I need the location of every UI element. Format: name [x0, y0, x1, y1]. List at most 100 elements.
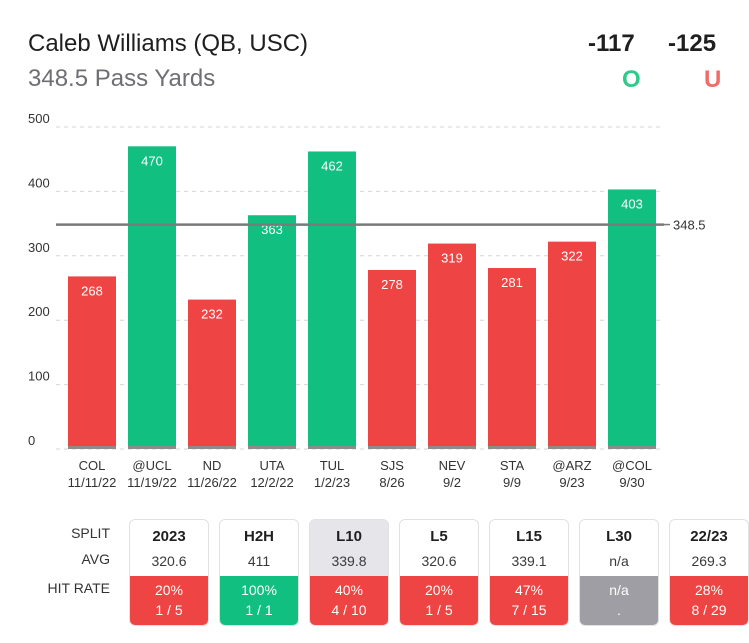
- hit-rate-fraction: 8 / 29: [691, 602, 727, 618]
- bar: [488, 268, 536, 449]
- split-card-label: L10: [336, 528, 362, 545]
- over-odds[interactable]: -117: [588, 30, 635, 57]
- bar-value-label: 363: [261, 222, 283, 237]
- bar: [128, 146, 176, 449]
- split-card-avg: n/a: [609, 553, 629, 569]
- y-tick-label: 400: [28, 175, 50, 190]
- x-tick-opponent: SJS: [380, 458, 404, 473]
- x-tick-date: 11/11/22: [68, 475, 117, 490]
- prop-line-label: 348.5: [673, 218, 706, 233]
- split-card[interactable]: L10 339.8 40% 4 / 10: [309, 519, 389, 626]
- split-card-avg: 339.1: [511, 553, 547, 569]
- y-tick-label: 0: [28, 433, 35, 448]
- player-title: Caleb Williams (QB, USC): [28, 30, 309, 57]
- split-card-hit-rate: n/a.: [580, 576, 658, 625]
- split-row-label: SPLIT: [71, 525, 110, 541]
- x-tick-opponent: ND: [203, 458, 222, 473]
- bar-value-label: 470: [141, 153, 163, 168]
- over-label[interactable]: O: [622, 66, 641, 93]
- split-card-hit-rate: 47% 7 / 15: [490, 576, 568, 625]
- bar: [548, 241, 596, 449]
- hit-rate-percent: 47%: [514, 582, 544, 598]
- bar: [188, 299, 236, 449]
- bar-value-label: 322: [561, 249, 583, 264]
- split-card-label: 22/23: [690, 528, 728, 545]
- split-card-avg: 320.6: [421, 553, 457, 569]
- split-card-label: L15: [516, 528, 542, 545]
- split-card-hit-rate: 20% 1 / 5: [400, 576, 478, 625]
- bar-baseline: [428, 446, 476, 449]
- split-card[interactable]: 2023 320.6 20% 1 / 5: [129, 519, 209, 626]
- split-card[interactable]: 22/23 269.3 28% 8 / 29: [669, 519, 749, 626]
- bar-baseline: [248, 446, 296, 449]
- split-card-avg: 339.8: [331, 553, 367, 569]
- x-tick-date: 9/9: [503, 475, 521, 490]
- split-card[interactable]: L5 320.6 20% 1 / 5: [399, 519, 479, 626]
- under-odds[interactable]: -125: [668, 30, 717, 57]
- split-card-avg: 411: [247, 553, 271, 569]
- split-card[interactable]: L30 n/a n/a.: [579, 519, 659, 626]
- x-tick-date: 11/19/22: [127, 475, 177, 490]
- x-tick-opponent: COL: [79, 458, 106, 473]
- x-tick-date: 9/23: [559, 475, 584, 490]
- bar: [368, 269, 416, 449]
- hit-rate-percent: n/a: [609, 582, 629, 598]
- bar-value-label: 278: [381, 277, 403, 292]
- split-card[interactable]: L15 339.1 47% 7 / 15: [489, 519, 569, 626]
- split-card-hit-rate: 100% 1 / 1: [220, 576, 298, 625]
- bar-baseline: [68, 446, 116, 449]
- hit-rate-fraction: 4 / 10: [331, 602, 367, 618]
- x-tick-date: 9/2: [443, 475, 461, 490]
- hit-rate-fraction: 1 / 1: [245, 602, 273, 618]
- hit-rate-row-label: HIT RATE: [47, 580, 111, 596]
- bar-value-label: 462: [321, 158, 343, 173]
- bar-baseline: [488, 446, 536, 449]
- hit-rate-percent: 28%: [694, 582, 724, 598]
- split-card-avg: 269.3: [691, 553, 727, 569]
- x-tick-opponent: UTA: [259, 458, 284, 473]
- bar-baseline: [188, 446, 236, 449]
- bar: [428, 243, 476, 449]
- hit-rate-percent: 20%: [154, 582, 184, 598]
- split-card-label: H2H: [243, 528, 274, 545]
- split-card-hit-rate: 40% 4 / 10: [310, 576, 388, 625]
- bar-baseline: [128, 446, 176, 449]
- game-log-bar-chart: 0 100 200 300 400 500 268 COL 11/11/22 470 @UCL 11/…: [28, 111, 706, 490]
- y-tick-label: 200: [28, 304, 50, 319]
- split-card-label: L30: [606, 528, 632, 545]
- hit-rate-percent: 40%: [334, 582, 364, 598]
- under-label[interactable]: U: [704, 66, 722, 93]
- hit-rate-percent: 20%: [424, 582, 454, 598]
- bar-baseline: [368, 446, 416, 449]
- splits-section: SPLIT AVG HIT RATE 2023 320.6 20% 1 / 5 H2H 4…: [0, 515, 749, 643]
- x-tick-opponent: @COL: [612, 458, 652, 473]
- x-tick-opponent: @ARZ: [552, 458, 591, 473]
- avg-row-label: AVG: [81, 551, 110, 567]
- x-tick-date: 1/2/23: [314, 475, 350, 490]
- split-card[interactable]: H2H 411 100% 1 / 1: [219, 519, 299, 626]
- bar: [308, 151, 356, 450]
- split-card-avg: 320.6: [151, 553, 187, 569]
- y-tick-label: 500: [28, 111, 50, 126]
- hit-rate-fraction: 7 / 15: [511, 602, 547, 618]
- split-card-hit-rate: 28% 8 / 29: [670, 576, 748, 625]
- x-tick-date: 11/26/22: [187, 475, 237, 490]
- x-tick-date: 12/2/22: [250, 475, 293, 490]
- split-card-label: 2023: [152, 528, 186, 545]
- prop-header: Caleb Williams (QB, USC) 348.5 Pass Yard…: [28, 28, 749, 98]
- x-tick-opponent: @UCL: [132, 458, 171, 473]
- hit-rate-fraction: 1 / 5: [155, 602, 183, 618]
- bar-value-label: 281: [501, 275, 523, 290]
- y-tick-label: 300: [28, 240, 50, 255]
- hit-rate-percent: 100%: [241, 582, 277, 598]
- x-tick-opponent: STA: [500, 458, 525, 473]
- bar-baseline: [308, 446, 356, 449]
- y-tick-label: 100: [28, 369, 50, 384]
- hit-rate-fraction: 1 / 5: [425, 602, 453, 618]
- hit-rate-fraction: .: [617, 602, 621, 618]
- x-tick-date: 8/26: [379, 475, 404, 490]
- x-tick-opponent: NEV: [439, 458, 466, 473]
- split-card-label: L5: [430, 528, 448, 545]
- bar-value-label: 232: [201, 307, 223, 322]
- prop-line-subtitle: 348.5 Pass Yards: [28, 65, 216, 92]
